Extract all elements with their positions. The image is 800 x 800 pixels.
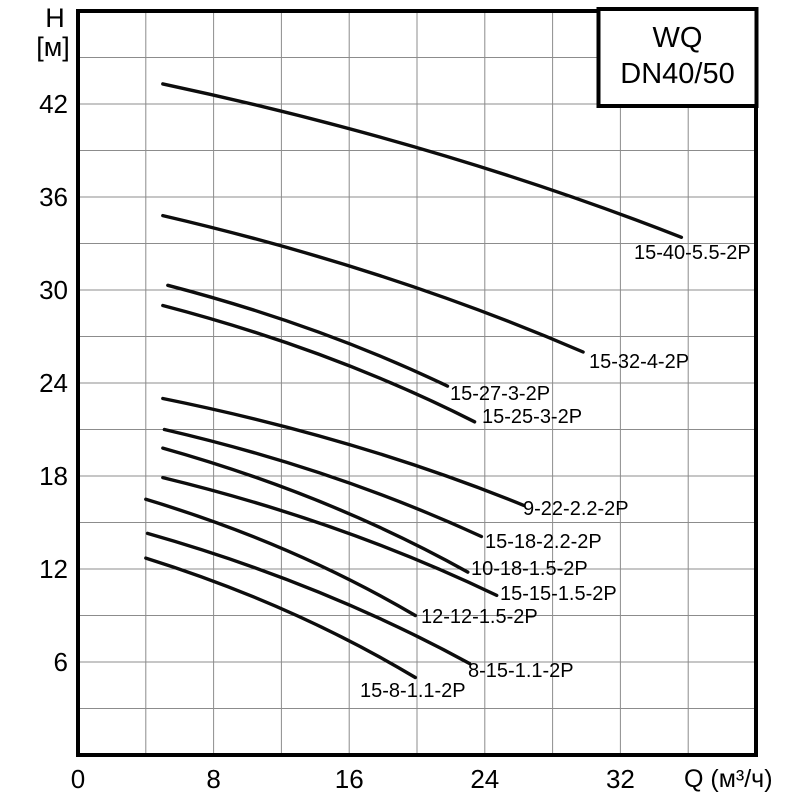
x-axis-ticks: 0 8 16 24 32 xyxy=(71,764,635,794)
curve-label-15-25-3-2P: 15-25-3-2P xyxy=(482,406,582,428)
y-axis-label-unit: [м] xyxy=(36,32,70,62)
curve-label-15-40-5.5-2P: 15-40-5.5-2P xyxy=(634,242,751,264)
pump-curve-10-18-1.5-2P xyxy=(161,446,470,574)
x-tick-label-0: 0 xyxy=(71,764,85,794)
curve-label-15-32-4-2P: 15-32-4-2P xyxy=(589,351,689,373)
curve-label-15-27-3-2P: 15-27-3-2P xyxy=(450,383,550,405)
y-tick-label-36: 36 xyxy=(39,182,68,212)
curve-label-8-15-1.1-2P: 8-15-1.1-2P xyxy=(468,660,574,682)
pump-curve-15-8-1.1-2P xyxy=(144,556,417,680)
pump-curve-15-40-5.5-2P xyxy=(161,82,684,239)
curve-label-15-15-1.5-2P: 15-15-1.5-2P xyxy=(500,583,617,605)
curve-label-15-8-1.1-2P: 15-8-1.1-2P xyxy=(360,680,466,702)
title-line-2: DN40/50 xyxy=(620,58,734,90)
title-box-frame xyxy=(596,7,759,108)
gridlines xyxy=(78,11,756,755)
x-tick-label-24: 24 xyxy=(470,764,499,794)
x-axis-unit-label: Q (м³/ч) xyxy=(684,765,773,793)
pump-curve-15-32-4-2P xyxy=(161,213,585,354)
curve-label-9-22-2.2-2P: 9-22-2.2-2P xyxy=(523,498,629,520)
pump-curve-15-15-1.5-2P xyxy=(161,475,499,598)
x-tick-label-32: 32 xyxy=(606,764,635,794)
y-tick-label-24: 24 xyxy=(39,368,68,398)
curve-label-12-12-1.5-2P: 12-12-1.5-2P xyxy=(421,606,538,628)
pump-curves xyxy=(144,82,684,680)
y-axis-label-symbol: H xyxy=(45,3,65,33)
y-tick-label-6: 6 xyxy=(54,647,68,677)
y-tick-label-42: 42 xyxy=(39,89,68,119)
pump-curve-9-22-2.2-2P xyxy=(161,396,526,508)
curve-labels: 15-40-5.5-2P 15-32-4-2P 15-27-3-2P15-25-3-… xyxy=(360,242,751,702)
pump-curve-15-25-3-2P xyxy=(161,303,477,424)
y-tick-label-30: 30 xyxy=(39,275,68,305)
pump-curve-15-18-2.2-2P xyxy=(162,427,484,539)
title-box: WQ DN40/50 xyxy=(596,7,759,108)
y-axis-label: H [м] xyxy=(36,3,70,62)
y-tick-label-18: 18 xyxy=(39,461,68,491)
x-tick-label-16: 16 xyxy=(335,764,364,794)
curve-label-10-18-1.5-2P: 10-18-1.5-2P xyxy=(471,558,588,580)
curve-label-15-18-2.2-2P: 15-18-2.2-2P xyxy=(485,531,602,553)
pump-curve-15-27-3-2P xyxy=(166,283,450,388)
pump-curve-8-15-1.1-2P xyxy=(145,531,472,666)
y-tick-label-12: 12 xyxy=(39,554,68,584)
title-line-1: WQ xyxy=(653,22,703,54)
x-tick-label-8: 8 xyxy=(206,764,220,794)
pump-curve-12-12-1.5-2P xyxy=(144,497,417,618)
plot-border xyxy=(76,9,758,757)
y-axis-ticks: 42 36 30 24 18 12 6 xyxy=(39,89,68,677)
